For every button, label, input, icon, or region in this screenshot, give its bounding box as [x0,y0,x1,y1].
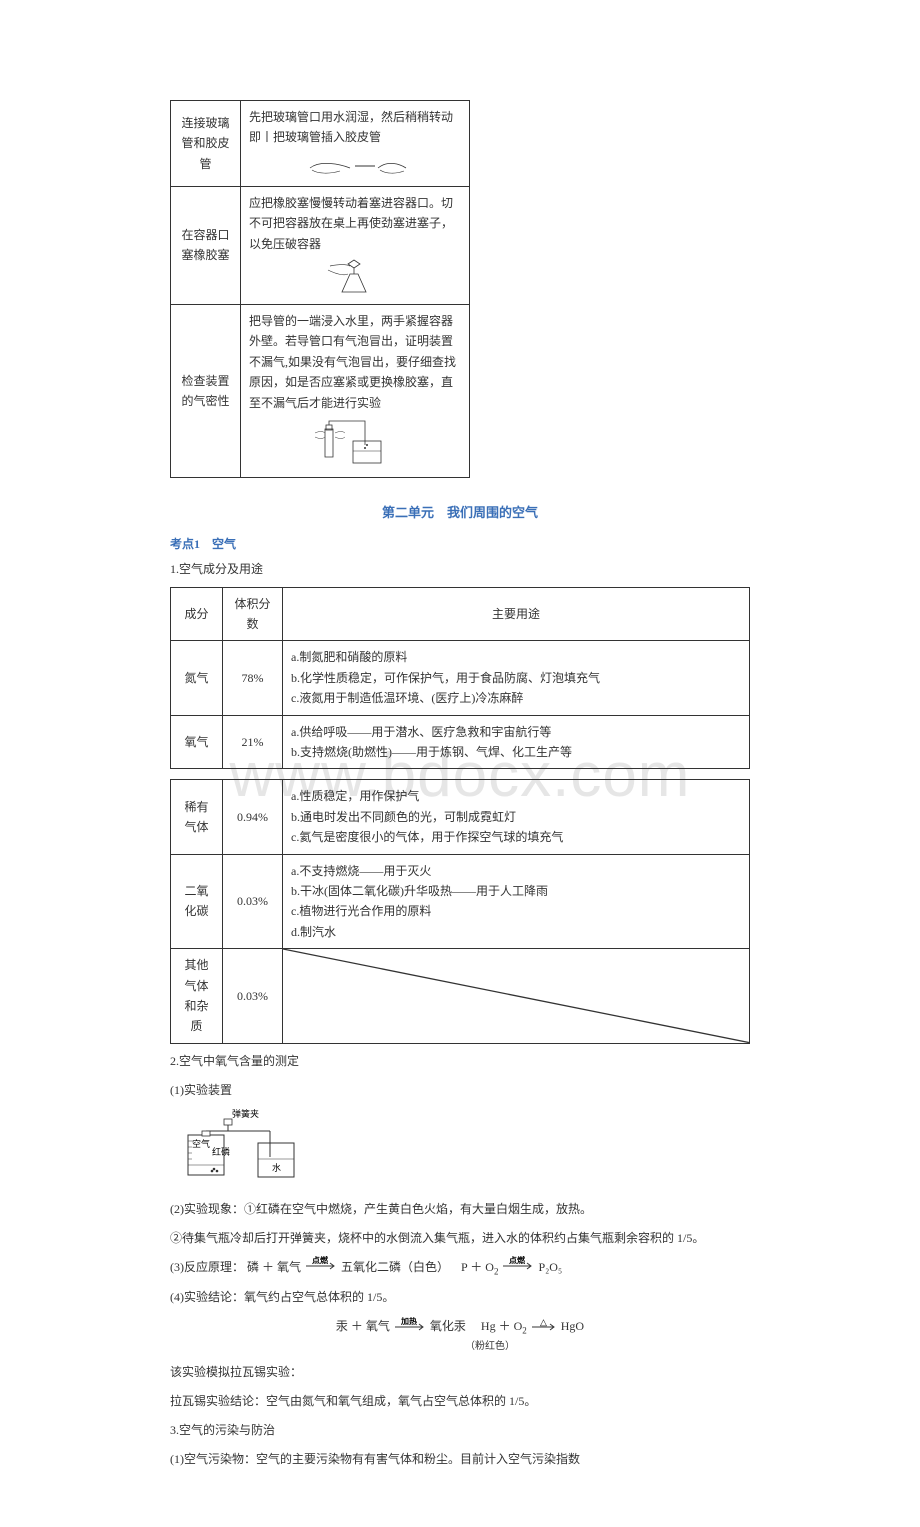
rhs2: HgO [561,1319,584,1333]
airtight-test-icon [295,417,415,471]
component-name: 二氧化碳 [171,854,223,949]
component-name: 氮气 [171,641,223,715]
op-label: 连接玻璃管和胶皮管 [171,101,241,187]
op-desc: 应把橡胶塞慢慢转动着塞进容器口。切不可把容器放在桌上再使劲塞进塞子，以免压破容器 [241,186,470,304]
topic-heading: 考点1 空气 [170,535,750,552]
rhs: 氧化汞 [430,1319,466,1333]
lhs2: Hg ＋ O [481,1319,522,1333]
component-name: 稀有气体 [171,780,223,854]
op-desc-text: 把导管的一端浸入水里，两手紧握容器外壁。若导管口有气泡冒出，证明装置不漏气,如果… [249,314,456,410]
air-composition-table-2: 稀有气体 0.94% a.性质稳定，用作保护气 b.通电时发出不同颜色的光，可制… [170,779,750,1043]
component-uses: a.性质稳定，用作保护气 b.通电时发出不同颜色的光，可制成霓虹灯 c.氦气是密… [283,780,750,854]
table-row: 氧气 21% a.供给呼吸——用于潜水、医疗急救和宇宙航行等 b.支持燃烧(助燃… [171,715,750,769]
paragraph: 该实验模拟拉瓦锡实验： [170,1361,750,1384]
red-p-label: 红磷 [212,1146,230,1157]
unit-title: 第二单元 我们周围的空气 [170,502,750,521]
col-header: 成分 [171,587,223,641]
apparatus-diagram: 弹簧夹 空气 红磷 水 [170,1107,750,1192]
rhs2: P₂O₅ [538,1260,562,1274]
component-uses: a.不支持燃烧——用于灭火 b.干冰(固体二氧化碳)升华吸热——用于人工降雨 c… [283,854,750,949]
paragraph: 拉瓦锡实验结论：空气由氮气和氧气组成，氧气占空气总体积的 1/5。 [170,1390,750,1413]
stopper-flask-icon [300,258,410,298]
paragraph: ②待集气瓶冷却后打开弹簧夹，烧杯中的水倒流入集气瓶，进入水的体积约占集气瓶剩余容… [170,1227,750,1250]
component-pct: 78% [223,641,283,715]
section-heading: 3.空气的污染与防治 [170,1419,750,1442]
op-desc: 把导管的一端浸入水里，两手紧握容器外壁。若导管口有气泡冒出，证明装置不漏气,如果… [241,304,470,477]
paragraph: (2)实验现象：①红磷在空气中燃烧，产生黄白色火焰，有大量白烟生成，放热。 [170,1198,750,1221]
air-label: 空气 [192,1138,210,1149]
op-desc-text: 应把橡胶塞慢慢转动着塞进容器口。切不可把容器放在桌上再使劲塞进塞子，以免压破容器 [249,196,453,251]
operations-table: 连接玻璃管和胶皮管 先把玻璃管口用水润湿，然后稍稍转动即丨把玻璃管插入胶皮管 在… [170,100,470,478]
svg-text:加热: 加热 [400,1317,417,1326]
table-row: 氮气 78% a.制氮肥和硝酸的原料 b.化学性质稳定，可作保护气，用于食品防腐… [171,641,750,715]
air-composition-table: 成分 体积分数 主要用途 氮气 78% a.制氮肥和硝酸的原料 b.化学性质稳定… [170,587,750,770]
arrow-icon: 加热 [393,1317,427,1337]
lhs: 磷 ＋ 氧气 [247,1260,301,1274]
table-row: 连接玻璃管和胶皮管 先把玻璃管口用水润湿，然后稍稍转动即丨把玻璃管插入胶皮管 [171,101,470,187]
sub: 2 [494,1266,499,1276]
empty-diagonal-cell [283,949,750,1044]
svg-text:△: △ [540,1317,547,1327]
op-label: 在容器口塞橡胶塞 [171,186,241,304]
paragraph: (3)反应原理： 磷 ＋ 氧气 点燃 五氧化二磷（白色） P ＋ O2 点燃 P… [170,1256,750,1280]
label: (3)反应原理： [170,1260,244,1274]
table-row: 检查装置的气密性 把导管的一端浸入水里，两手紧握容器外壁。若导管口有气泡冒出，证… [171,304,470,477]
arrow-icon: △ [530,1317,558,1337]
table-row: 其他气体和杂质 0.03% [171,949,750,1044]
component-pct: 0.03% [223,949,283,1044]
table-row: 在容器口塞橡胶塞 应把橡胶塞慢慢转动着塞进容器口。切不可把容器放在桌上再使劲塞进… [171,186,470,304]
arrow-icon: 点燃 [501,1256,535,1280]
svg-text:点燃: 点燃 [509,1256,526,1265]
rhs: 五氧化二磷（白色） [341,1260,449,1274]
lhs: 汞 ＋ 氧气 [336,1319,390,1333]
chem-equation: 磷 ＋ 氧气 点燃 五氧化二磷（白色） P ＋ O2 点燃 P₂O₅ [247,1260,562,1274]
section-heading: 1.空气成分及用途 [170,558,750,581]
subsection-label: (1)实验装置 [170,1079,750,1102]
component-pct: 0.03% [223,854,283,949]
component-uses: a.供给呼吸——用于潜水、医疗急救和宇宙航行等 b.支持燃烧(助燃性)——用于炼… [283,715,750,769]
op-desc: 先把玻璃管口用水润湿，然后稍稍转动即丨把玻璃管插入胶皮管 [241,101,470,187]
component-pct: 21% [223,715,283,769]
op-desc-text: 先把玻璃管口用水润湿，然后稍稍转动即丨把玻璃管插入胶皮管 [249,110,453,144]
component-uses: a.制氮肥和硝酸的原料 b.化学性质稳定，可作保护气，用于食品防腐、灯泡填充气 … [283,641,750,715]
hands-tube-icon [300,152,410,180]
water-label: 水 [272,1162,281,1173]
col-header: 主要用途 [283,587,750,641]
clip-label: 弹簧夹 [232,1108,259,1119]
paragraph: (1)空气污染物：空气的主要污染物有有害气体和粉尘。目前计入空气污染指数 [170,1448,750,1471]
table-row: 稀有气体 0.94% a.性质稳定，用作保护气 b.通电时发出不同颜色的光，可制… [171,780,750,854]
table-row: 二氧化碳 0.03% a.不支持燃烧——用于灭火 b.干冰(固体二氧化碳)升华吸… [171,854,750,949]
chem-equation: 汞 ＋ 氧气 加热 氧化汞 Hg ＋ O2 △ HgO （粉红色） [170,1317,750,1353]
col-header: 体积分数 [223,587,283,641]
op-label: 检查装置的气密性 [171,304,241,477]
section-heading: 2.空气中氧气含量的测定 [170,1050,750,1073]
sub: 2 [522,1326,527,1336]
paragraph: (4)实验结论：氧气约占空气总体积的 1/5。 [170,1286,750,1309]
note: （粉红色） [465,1341,515,1352]
lhs2: P ＋ O [461,1260,494,1274]
component-name: 其他气体和杂质 [171,949,223,1044]
svg-text:点燃: 点燃 [312,1256,329,1265]
arrow-icon: 点燃 [304,1256,338,1280]
component-name: 氧气 [171,715,223,769]
component-pct: 0.94% [223,780,283,854]
